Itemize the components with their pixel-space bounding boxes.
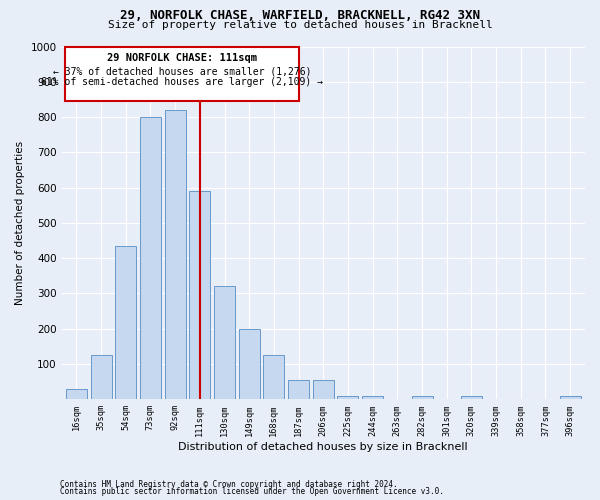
Bar (164, 110, 185, 399)
Bar (337, 396, 358, 399)
Bar (412, 396, 433, 399)
Text: 29, NORFOLK CHASE, WARFIELD, BRACKNELL, RG42 3XN: 29, NORFOLK CHASE, WARFIELD, BRACKNELL, … (120, 9, 480, 22)
FancyBboxPatch shape (65, 47, 299, 101)
Bar (91, 355, 112, 399)
Bar (362, 396, 383, 399)
Bar (560, 396, 581, 399)
Text: Size of property relative to detached houses in Bracknell: Size of property relative to detached ho… (107, 20, 493, 30)
Bar (115, 246, 136, 399)
Bar (190, 191, 211, 399)
Text: ← 37% of detached houses are smaller (1,276): ← 37% of detached houses are smaller (1,… (53, 66, 311, 76)
Text: 61% of semi-detached houses are larger (2,109) →: 61% of semi-detached houses are larger (… (41, 77, 323, 87)
Bar (66, 388, 87, 399)
Text: 29 NORFOLK CHASE: 111sqm: 29 NORFOLK CHASE: 111sqm (107, 54, 257, 64)
Bar (214, 286, 235, 399)
Bar (239, 328, 260, 399)
X-axis label: Distribution of detached houses by size in Bracknell: Distribution of detached houses by size … (178, 442, 468, 452)
Text: Contains public sector information licensed under the Open Government Licence v3: Contains public sector information licen… (60, 488, 444, 496)
Text: Contains HM Land Registry data © Crown copyright and database right 2024.: Contains HM Land Registry data © Crown c… (60, 480, 398, 489)
Y-axis label: Number of detached properties: Number of detached properties (15, 141, 25, 305)
Bar (263, 355, 284, 399)
Bar (288, 380, 309, 399)
Bar (313, 380, 334, 399)
Bar (140, 117, 161, 399)
Bar (461, 396, 482, 399)
